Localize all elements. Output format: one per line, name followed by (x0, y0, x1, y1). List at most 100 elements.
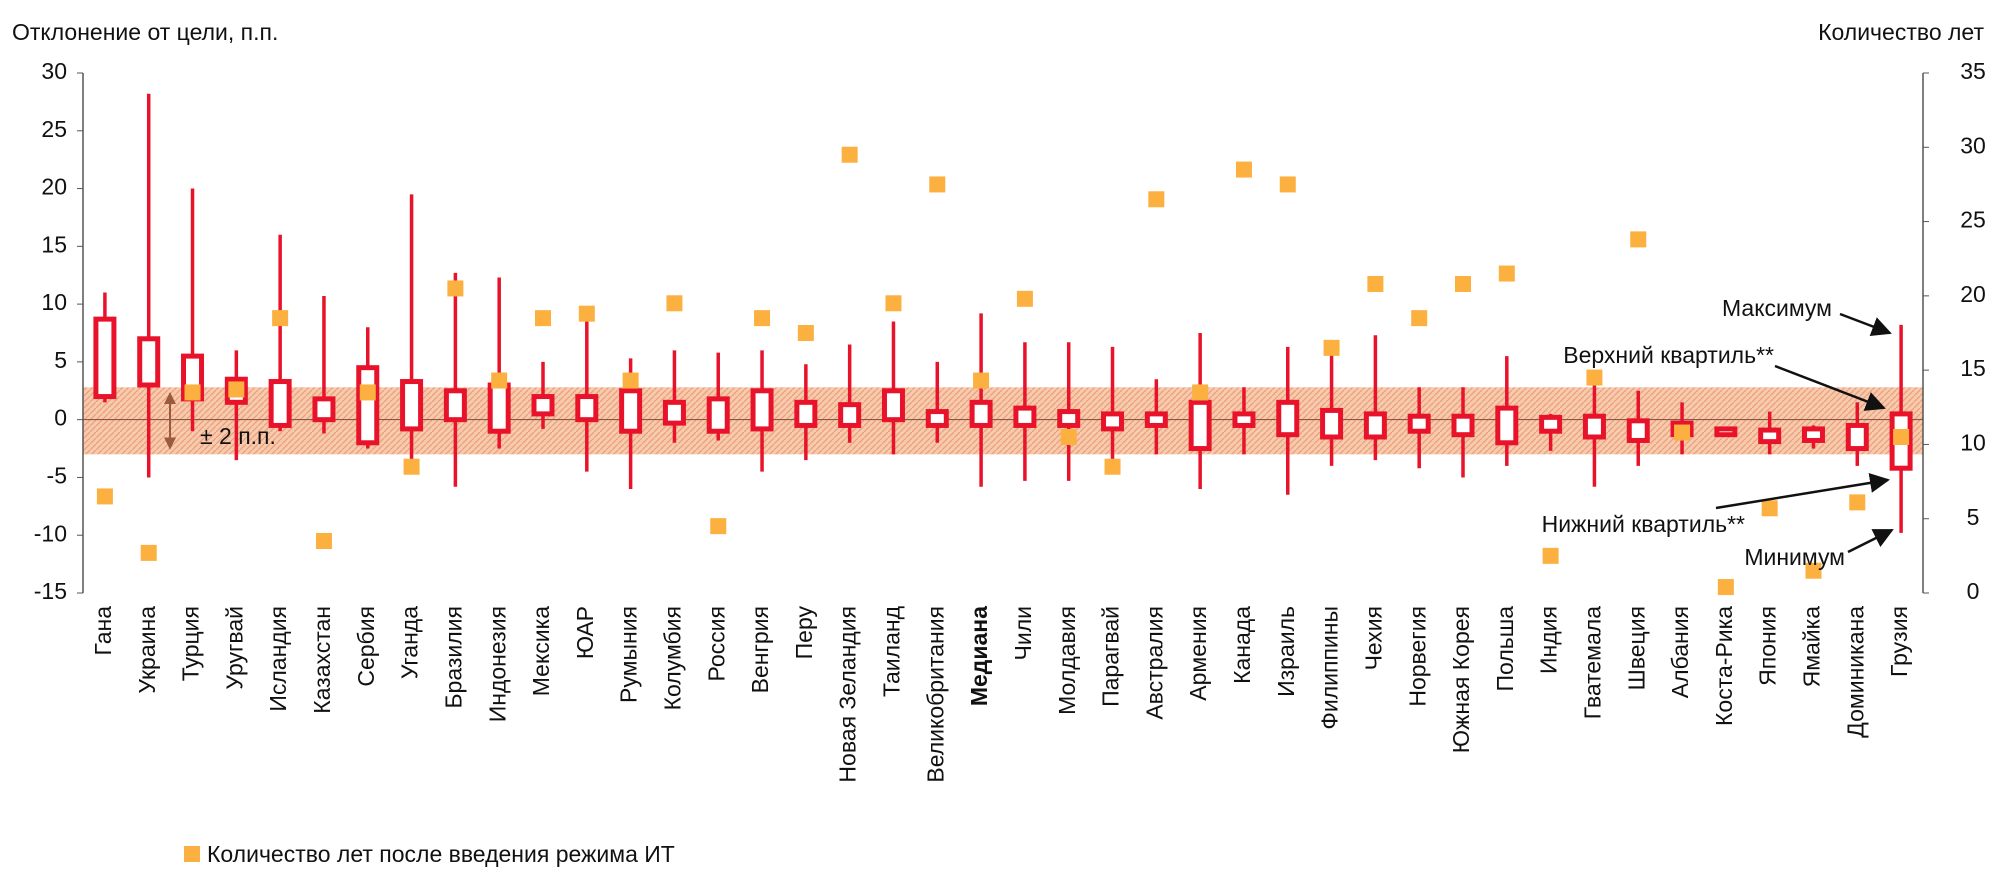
box (1144, 411, 1168, 428)
marker (1235, 161, 1252, 178)
x-tick-label: Казахстан (309, 606, 335, 714)
marker (929, 176, 946, 193)
y2-tick-label: 10 (1960, 430, 1986, 456)
annotation: Максимум (1722, 295, 1832, 321)
box (1013, 405, 1037, 428)
marker (315, 533, 332, 549)
box (1101, 411, 1125, 432)
annotation-arrow (1715, 473, 1890, 510)
x-tick-label: Сербия (353, 606, 379, 687)
x-tick-label: Южная Корея (1448, 606, 1474, 753)
y-tick-label: -10 (34, 520, 67, 546)
marker (1849, 494, 1866, 511)
marker (1060, 429, 1077, 445)
marker (973, 372, 990, 389)
x-tick-label: Албания (1667, 606, 1693, 698)
marker (228, 381, 245, 398)
y2-tick-label: 25 (1960, 207, 1986, 233)
box (794, 399, 818, 428)
box (356, 365, 380, 446)
x-tick-label: Россия (703, 606, 729, 681)
marker (1586, 369, 1603, 386)
x-tick-label: Ямайка (1799, 606, 1825, 688)
marker (1148, 191, 1165, 208)
y-axis-title: Отклонение от цели, п.п. (12, 19, 278, 45)
box (1276, 399, 1300, 438)
marker (885, 295, 902, 312)
x-tick-label: Медиана (966, 606, 992, 706)
target-band (83, 387, 1923, 455)
box (575, 394, 599, 423)
marker (447, 280, 464, 297)
x-tick-label: Израиль (1273, 606, 1299, 697)
box (619, 388, 643, 434)
x-tick-label: Колумбия (660, 606, 686, 710)
marker (1104, 458, 1121, 475)
y2-tick-label: 20 (1960, 281, 1986, 307)
legend-marker (184, 846, 200, 862)
annotation-arrow (1847, 528, 1894, 554)
marker (1630, 231, 1647, 248)
y2-tick-label: 15 (1960, 355, 1986, 381)
marker (1805, 562, 1822, 579)
x-tick-label: Турция (178, 606, 204, 681)
x-tick-label: Парагвай (1098, 606, 1124, 707)
x-tick-label: Бразилия (440, 606, 466, 709)
marker (1455, 275, 1471, 292)
x-tick-label: Грузия (1886, 606, 1912, 677)
marker (1893, 429, 1910, 445)
y-tick-label: 5 (54, 347, 67, 373)
y-tick-label: 10 (41, 289, 67, 315)
box (1626, 418, 1650, 443)
y-tick-label: 20 (41, 174, 67, 200)
y-tick-label: 0 (54, 405, 67, 431)
marker (797, 325, 814, 341)
annotation-arrow (1839, 312, 1892, 336)
x-tick-label: Индия (1536, 606, 1562, 674)
marker (1016, 290, 1033, 307)
x-tick-label: Перу (791, 606, 817, 660)
box (487, 382, 511, 434)
box (268, 379, 292, 428)
box (1188, 399, 1212, 452)
marker (535, 310, 551, 327)
x-tick-label: Швеция (1623, 606, 1649, 690)
marker (272, 310, 289, 327)
box (1363, 411, 1387, 440)
x-tick-label: Гватемала (1580, 606, 1606, 720)
marker (1542, 547, 1559, 564)
x-tick-label: Молдавия (1054, 606, 1080, 715)
box (881, 388, 905, 423)
marker (1761, 500, 1778, 517)
x-tick-label: Украина (134, 606, 160, 694)
box (1539, 414, 1563, 434)
x-tick-label: Таиланд (879, 605, 905, 697)
box (1714, 426, 1738, 438)
x-tick-label: Армения (1185, 606, 1211, 701)
marker (359, 384, 376, 401)
marker (184, 384, 201, 401)
marker (1367, 275, 1384, 292)
marker (666, 295, 683, 312)
marker (491, 372, 508, 389)
annotation: Минимум (1744, 544, 1845, 570)
x-tick-label: Норвегия (1404, 606, 1430, 707)
x-tick-label: Чехия (1360, 606, 1386, 670)
x-tick-label: Новая Зеландия (835, 606, 861, 783)
marker (622, 372, 639, 389)
x-tick-label: Чили (1010, 606, 1036, 660)
marker (403, 458, 420, 475)
x-tick-label: Великобритания (922, 606, 948, 783)
box (1232, 411, 1256, 428)
y2-axis-title: Количество лет (1818, 19, 1984, 45)
box (662, 399, 686, 426)
x-tick-label: Исландия (265, 606, 291, 712)
x-tick-label: Доминикана (1842, 606, 1868, 738)
box (1801, 426, 1825, 443)
y-tick-label: -5 (47, 463, 67, 489)
x-tick-label: Мексика (528, 606, 554, 696)
y-tick-label: 15 (41, 231, 67, 257)
box (1758, 427, 1782, 445)
y2-tick-label: 0 (1967, 578, 1980, 604)
